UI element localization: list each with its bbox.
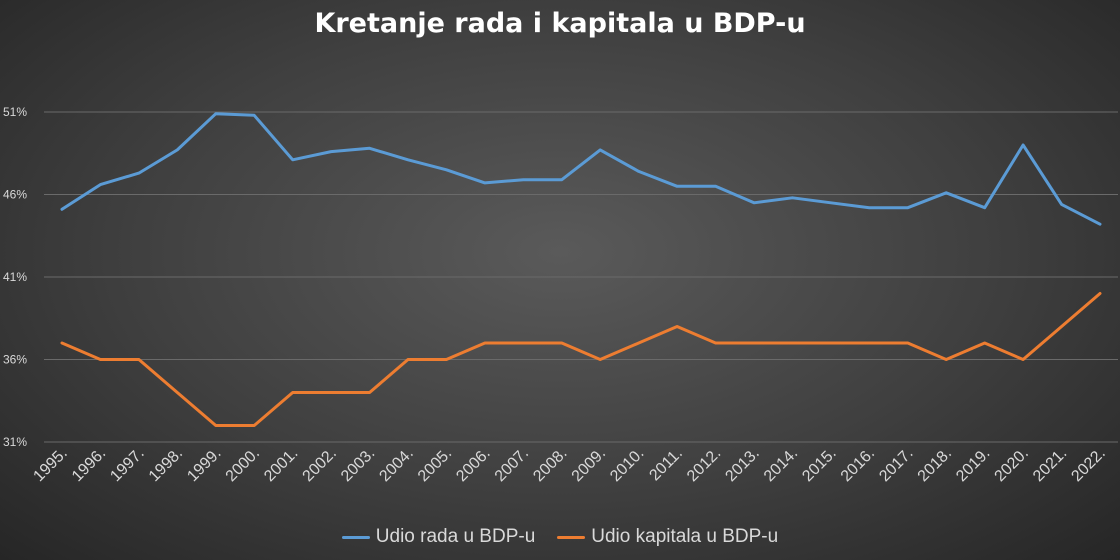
legend-swatch-kapitala bbox=[557, 535, 586, 539]
x-tick-label: 2022. bbox=[1068, 445, 1108, 485]
x-tick-label: 2020. bbox=[992, 445, 1032, 485]
x-tick-label: 2009. bbox=[569, 445, 609, 485]
x-tick-label: 2017. bbox=[876, 445, 916, 485]
x-axis-ticks: 1995.1996.1997.1998.1999.2000.2001.2002.… bbox=[30, 445, 1108, 485]
legend-item-kapitala: Udio kapitala u BDP-u bbox=[557, 526, 778, 548]
x-tick-label: 1998. bbox=[146, 445, 186, 485]
y-tick-label: 46% bbox=[3, 188, 27, 202]
legend-item-rada: Udio rada u BDP-u bbox=[341, 526, 536, 548]
y-tick-label: 36% bbox=[3, 353, 27, 367]
x-tick-label: 2010. bbox=[607, 445, 647, 485]
x-tick-label: 2005. bbox=[415, 445, 455, 485]
gridlines bbox=[44, 111, 1118, 443]
y-axis-ticks: 31% 36% 41% 46% 51% bbox=[3, 105, 27, 449]
x-tick-label: 2014. bbox=[761, 445, 801, 485]
legend-swatch-rada bbox=[341, 535, 370, 539]
line-chart: 31% 36% 41% 46% 51% 1995.1996.1997.1998.1999… bbox=[3, 105, 1118, 485]
chart-title: Kretanje rada i kapitala u BDP-u bbox=[314, 8, 806, 39]
x-tick-label: 2002. bbox=[300, 445, 340, 485]
x-tick-label: 2015. bbox=[799, 445, 839, 485]
y-tick-label: 31% bbox=[3, 435, 27, 449]
x-tick-label: 2008. bbox=[530, 445, 570, 485]
x-tick-label: 2004. bbox=[376, 445, 416, 485]
x-tick-label: 2013. bbox=[722, 445, 762, 485]
y-tick-label: 41% bbox=[3, 270, 27, 284]
x-tick-label: 2000. bbox=[223, 445, 263, 485]
x-tick-label: 2016. bbox=[838, 445, 878, 485]
x-tick-label: 2021. bbox=[1030, 445, 1070, 485]
x-tick-label: 2006. bbox=[453, 445, 493, 485]
x-tick-label: 1995. bbox=[30, 445, 70, 485]
x-tick-label: 2001. bbox=[261, 445, 301, 485]
x-tick-label: 2011. bbox=[646, 445, 685, 484]
x-tick-label: 1999. bbox=[184, 445, 224, 485]
legend-label-rada: Udio rada u BDP-u bbox=[375, 526, 536, 547]
x-tick-label: 1996. bbox=[69, 445, 109, 485]
y-tick-label: 51% bbox=[3, 105, 27, 119]
legend: Udio rada u BDP-u Udio kapitala u BDP-u bbox=[0, 526, 1120, 548]
x-tick-label: 2019. bbox=[953, 445, 993, 485]
series-lines bbox=[60, 112, 1102, 427]
x-tick-label: 2012. bbox=[684, 445, 724, 485]
x-tick-label: 2003. bbox=[338, 445, 378, 485]
series-line-0 bbox=[60, 112, 1102, 226]
x-tick-label: 1997. bbox=[107, 445, 147, 485]
x-tick-label: 2007. bbox=[492, 445, 532, 485]
series-line-1 bbox=[60, 292, 1102, 427]
legend-label-kapitala: Udio kapitala u BDP-u bbox=[591, 526, 779, 547]
x-tick-label: 2018. bbox=[915, 445, 955, 485]
